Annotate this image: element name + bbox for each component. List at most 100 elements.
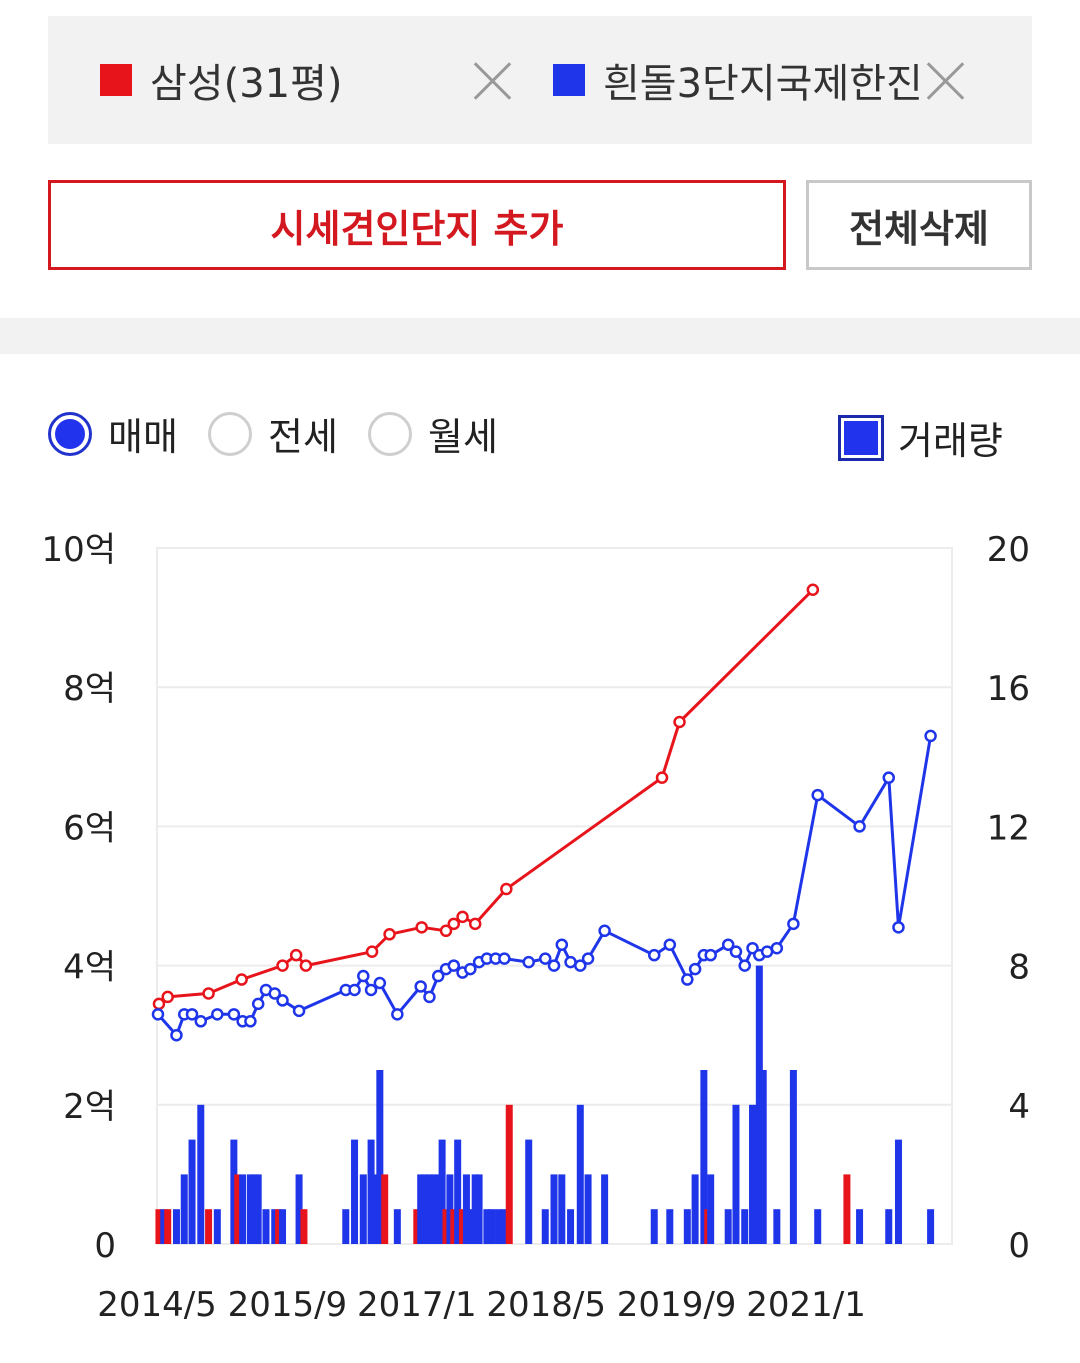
volume-bar [724, 1209, 732, 1244]
data-point [456, 910, 469, 924]
x-tick-label: 2019/9 [617, 1285, 737, 1325]
volume-bar [576, 1104, 584, 1244]
volume-bar [650, 1209, 658, 1244]
volume-bar [584, 1174, 592, 1244]
radio-sale[interactable]: 매매 [48, 406, 178, 461]
volume-bar [351, 1139, 359, 1244]
x-tick-label: 2015/9 [228, 1285, 348, 1325]
data-point [276, 959, 289, 972]
volume-bar [372, 1174, 380, 1244]
data-point [555, 938, 569, 951]
volume-checkbox-label: 거래량 [898, 419, 1003, 463]
data-point [268, 987, 281, 1000]
volume-bar [434, 1174, 442, 1244]
volume-bar [155, 1209, 163, 1244]
data-point [655, 771, 669, 784]
volume-bar [425, 1174, 433, 1244]
data-point [357, 969, 370, 983]
data-point [292, 1004, 306, 1018]
volume-bar [262, 1209, 270, 1244]
radio-monthly-rent[interactable]: 월세 [368, 406, 498, 461]
data-point [365, 945, 379, 958]
y-left-tick-label: 4억 [63, 948, 116, 988]
x-tick-label: 2014/5 [97, 1285, 217, 1325]
data-point [811, 788, 824, 802]
data-point [170, 1028, 183, 1042]
volume-bar [601, 1174, 609, 1244]
data-point [423, 990, 436, 1004]
data-point [364, 983, 378, 997]
y-left-tick-label: 6억 [63, 808, 116, 848]
close-icon[interactable] [472, 60, 512, 100]
radio-unselected-icon [208, 411, 252, 456]
volume-bar [413, 1209, 421, 1244]
volume-bar [300, 1209, 308, 1244]
data-point [770, 941, 784, 955]
volume-bar [691, 1174, 699, 1244]
volume-checkbox[interactable]: 거래량 [838, 410, 1003, 465]
y-right-tick-label: 16 [987, 669, 1030, 709]
legend-swatch-blue [553, 64, 585, 96]
volume-bar [773, 1209, 781, 1244]
data-point [721, 938, 735, 951]
data-point [787, 917, 800, 931]
data-point [251, 997, 265, 1011]
data-point [729, 945, 743, 958]
volume-bar [197, 1104, 205, 1244]
volume-bar [393, 1209, 401, 1244]
volume-bar [471, 1174, 479, 1244]
data-point [202, 987, 215, 1000]
radio-label-jeonse: 전세 [268, 415, 338, 459]
volume-bar [488, 1209, 496, 1244]
y-left-tick-label: 8억 [63, 669, 116, 709]
radio-selected-icon [48, 411, 92, 456]
data-point [194, 1015, 208, 1028]
radio-label-monthly-rent: 월세 [428, 415, 498, 459]
section-divider [0, 318, 1080, 354]
data-point [299, 959, 313, 972]
volume-bar [505, 1104, 513, 1244]
volume-bar [164, 1209, 172, 1244]
volume-bar [483, 1209, 491, 1244]
volume-bar [755, 965, 763, 1244]
volume-bar [442, 1209, 450, 1244]
volume-bar [814, 1209, 822, 1244]
data-point [447, 959, 461, 972]
data-point [439, 924, 453, 938]
volume-bar [541, 1209, 549, 1244]
data-point [227, 1008, 241, 1021]
volume-bar [246, 1174, 254, 1244]
y-right-tick-label: 4 [1008, 1087, 1030, 1127]
data-point [415, 921, 428, 934]
volume-bar [279, 1209, 287, 1244]
volume-bar [495, 1209, 503, 1244]
data-point [663, 938, 677, 951]
data-point [348, 983, 361, 997]
legend-swatch-red [100, 64, 132, 96]
data-point [289, 948, 303, 962]
y-left-tick-label: 10억 [41, 530, 116, 570]
volume-bar [475, 1174, 483, 1244]
volume-bar [234, 1174, 242, 1244]
data-point [882, 771, 896, 784]
delete-all-button[interactable]: 전체삭제 [806, 180, 1032, 270]
volume-bar [885, 1209, 893, 1244]
close-icon[interactable] [925, 60, 965, 100]
data-point [414, 980, 427, 993]
volume-bar [683, 1209, 691, 1244]
add-comparison-complex-button[interactable]: 시세견인단지 추가 [48, 180, 786, 270]
data-point [211, 1008, 224, 1021]
data-point [373, 976, 387, 990]
data-point [681, 973, 694, 986]
volume-bar [213, 1209, 221, 1244]
data-point [151, 1008, 165, 1021]
volume-bar [446, 1174, 454, 1244]
volume-bar [707, 1174, 715, 1244]
data-point [547, 959, 561, 972]
volume-bar [295, 1174, 303, 1244]
radio-jeonse[interactable]: 전세 [208, 406, 338, 461]
x-tick-label: 2017/1 [357, 1285, 477, 1325]
y-right-tick-label: 12 [987, 808, 1030, 848]
volume-bar [180, 1174, 188, 1244]
data-point [688, 962, 702, 976]
